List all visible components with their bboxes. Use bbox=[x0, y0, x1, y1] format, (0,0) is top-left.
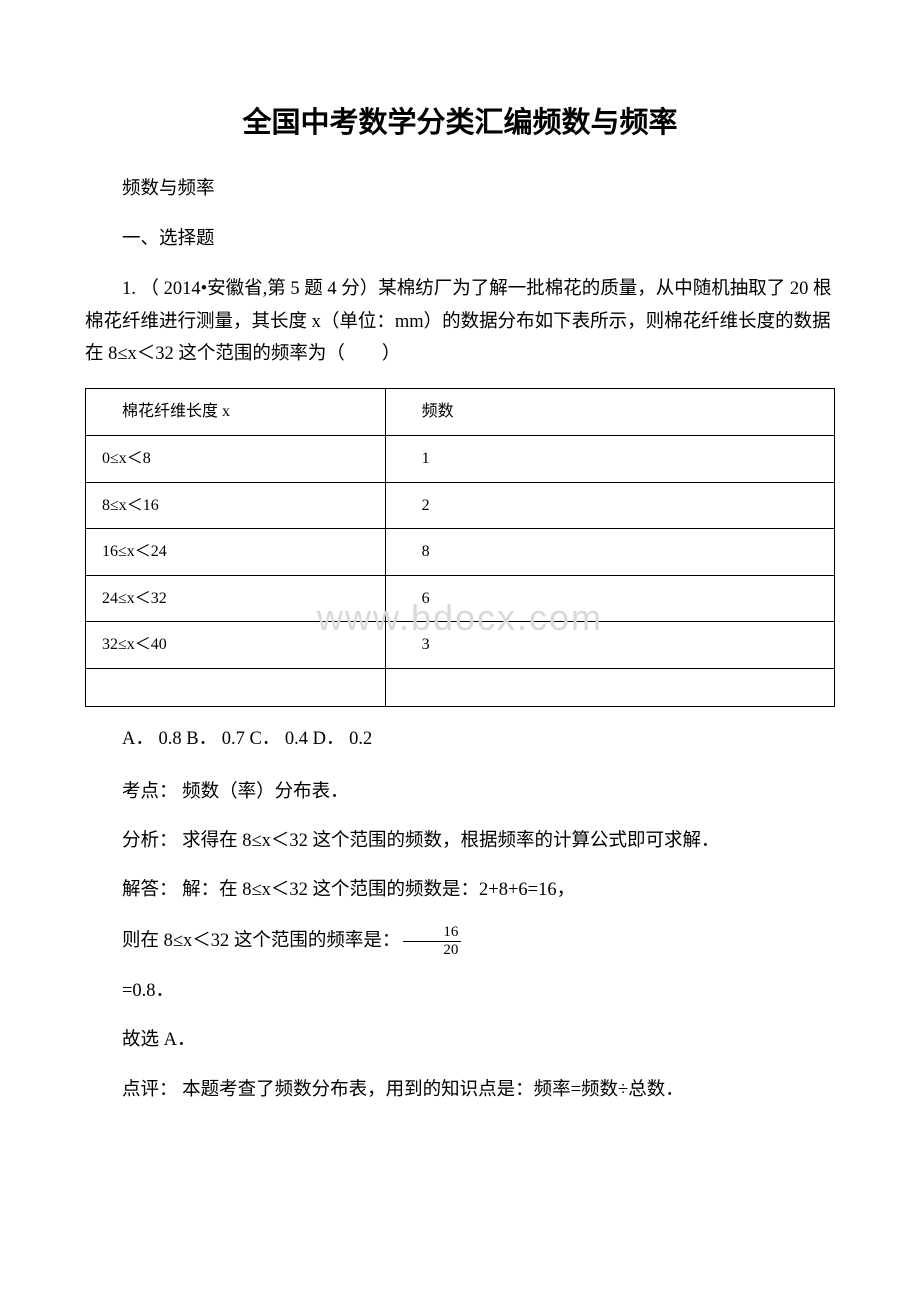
table-row: 0≤x＜8 1 bbox=[86, 435, 835, 482]
table-cell: 24≤x＜32 bbox=[86, 575, 386, 622]
table-cell: 8 bbox=[385, 529, 834, 576]
section-header: 一、选择题 bbox=[85, 224, 835, 255]
question-text: 1. （ 2014•安徽省,第 5 题 4 分）某棉纺厂为了解一批棉花的质量，从… bbox=[85, 273, 835, 370]
frequency-table: 棉花纤维长度 x 频数 0≤x＜8 1 8≤x＜16 2 16≤x＜24 8 2… bbox=[85, 388, 835, 707]
table-row bbox=[86, 668, 835, 706]
dianping-text: 点评： 本题考查了频数分布表，用到的知识点是：频率=频数÷总数． bbox=[85, 1075, 835, 1106]
jieda-line4: 故选 A． bbox=[85, 1025, 835, 1056]
kaodian-text: 考点： 频数（率）分布表． bbox=[85, 777, 835, 808]
table-cell: 3 bbox=[385, 622, 834, 669]
table-cell bbox=[86, 668, 386, 706]
table-cell: 2 bbox=[385, 482, 834, 529]
fenxi-text: 分析： 求得在 8≤x＜32 这个范围的频数，根据频率的计算公式即可求解． bbox=[85, 826, 835, 857]
table-header-cell: 棉花纤维长度 x bbox=[86, 389, 386, 436]
table-row: 24≤x＜32 6 bbox=[86, 575, 835, 622]
jieda-line3: =0.8． bbox=[85, 976, 835, 1007]
jieda-line2: 则在 8≤x＜32 这个范围的频率是： 16 20 bbox=[85, 925, 835, 958]
table-row: 32≤x＜40 3 bbox=[86, 622, 835, 669]
answer-options: A． 0.8 B． 0.7 C． 0.4 D． 0.2 bbox=[85, 725, 835, 755]
table-header-cell: 频数 bbox=[385, 389, 834, 436]
table-cell: 32≤x＜40 bbox=[86, 622, 386, 669]
table-cell: 1 bbox=[385, 435, 834, 482]
fraction-numerator: 16 bbox=[403, 925, 461, 942]
subtitle: 频数与频率 bbox=[85, 174, 835, 205]
fraction: 16 20 bbox=[403, 925, 461, 958]
jieda-line1: 解答： 解：在 8≤x＜32 这个范围的频数是：2+8+6=16， bbox=[85, 875, 835, 906]
jieda-line2-text: 则在 8≤x＜32 这个范围的频率是： bbox=[122, 926, 400, 957]
table-container: 棉花纤维长度 x 频数 0≤x＜8 1 8≤x＜16 2 16≤x＜24 8 2… bbox=[85, 388, 835, 707]
table-cell bbox=[385, 668, 834, 706]
document-title: 全国中考数学分类汇编频数与频率 bbox=[85, 100, 835, 146]
fraction-denominator: 20 bbox=[403, 942, 461, 958]
table-row: 16≤x＜24 8 bbox=[86, 529, 835, 576]
table-row: 8≤x＜16 2 bbox=[86, 482, 835, 529]
table-row: 棉花纤维长度 x 频数 bbox=[86, 389, 835, 436]
table-cell: 0≤x＜8 bbox=[86, 435, 386, 482]
table-cell: 8≤x＜16 bbox=[86, 482, 386, 529]
table-cell: 6 bbox=[385, 575, 834, 622]
table-cell: 16≤x＜24 bbox=[86, 529, 386, 576]
